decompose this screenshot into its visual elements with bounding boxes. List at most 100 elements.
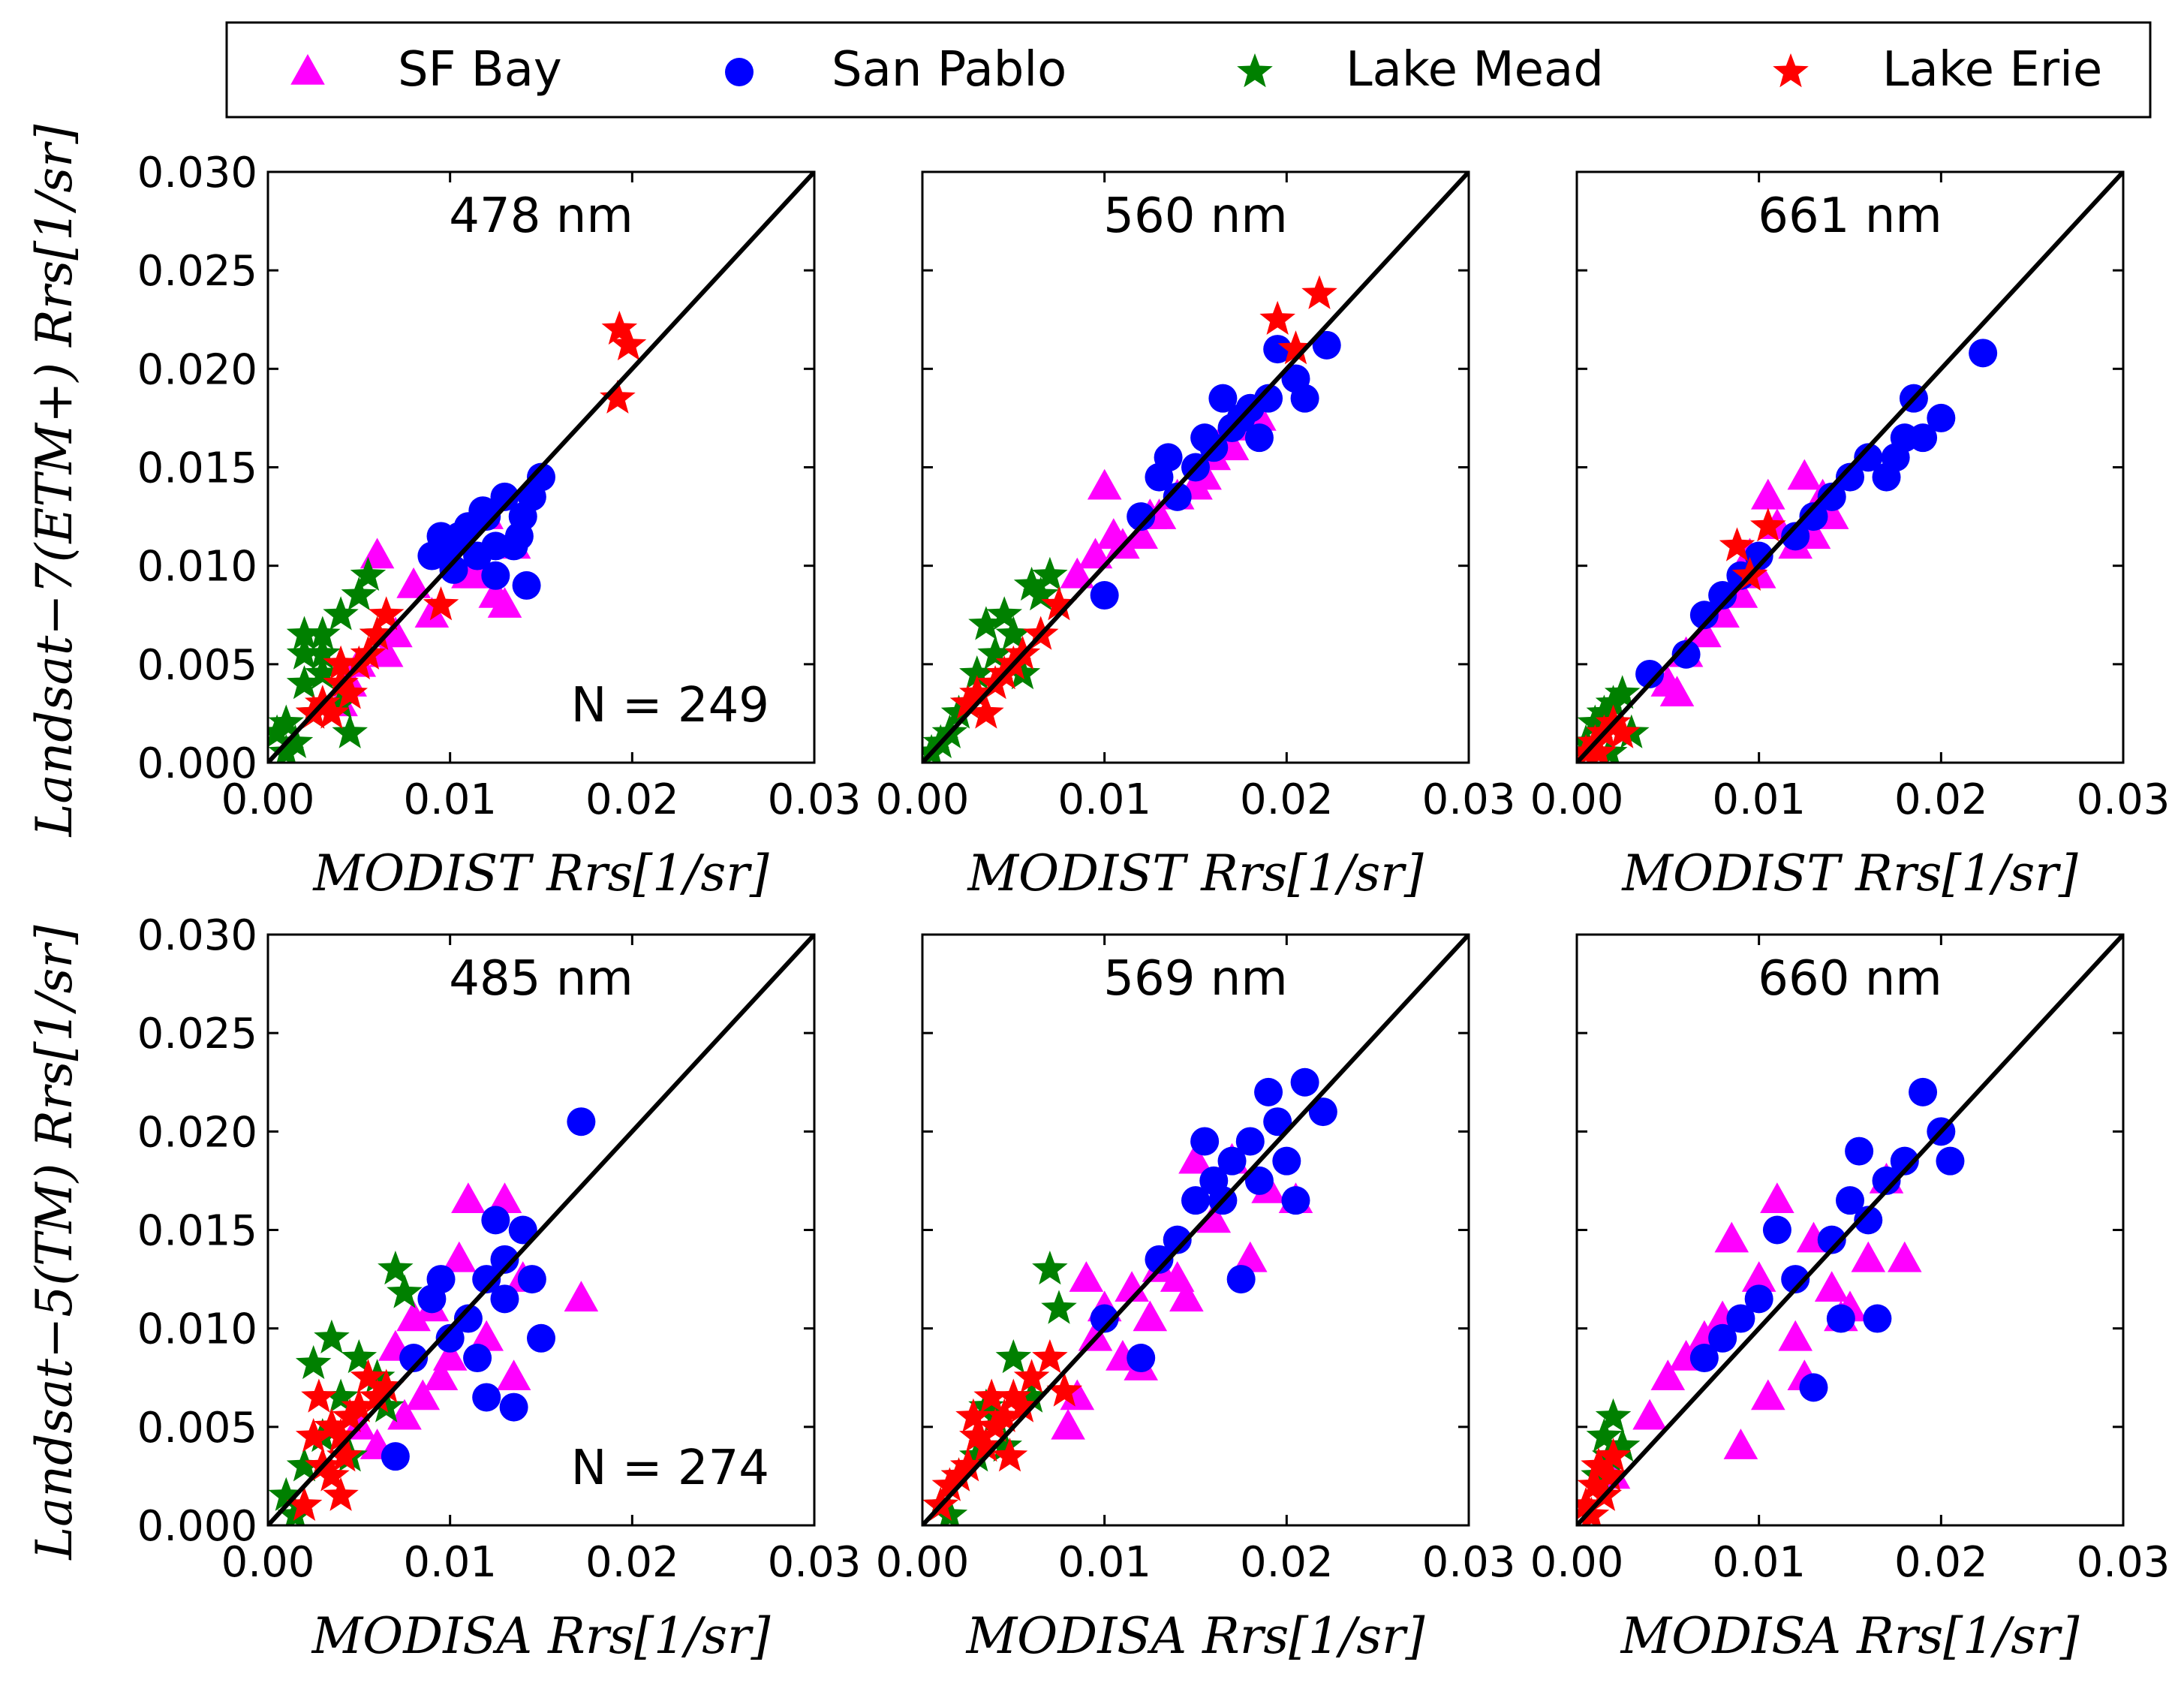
data-point <box>1235 1127 1265 1156</box>
y-tick-label: 0.000 <box>137 739 257 788</box>
one-to-one-line <box>922 935 1469 1525</box>
data-point <box>396 1300 431 1332</box>
legend-marker-sf-bay <box>290 54 325 85</box>
data-point <box>1190 423 1220 453</box>
series-sf-bay <box>341 1182 599 1459</box>
data-point <box>295 1344 332 1380</box>
data-point <box>359 1378 396 1413</box>
data-point <box>512 571 541 600</box>
data-point <box>481 561 510 590</box>
y-tick-label: 0.005 <box>137 641 257 690</box>
data-point <box>1762 1215 1791 1245</box>
series-lake-erie <box>922 1339 1083 1521</box>
data-point <box>1004 1388 1041 1423</box>
data-point <box>323 645 359 680</box>
data-point <box>1581 1447 1617 1482</box>
series-lake-mead <box>922 556 1068 763</box>
data-point <box>1013 566 1050 601</box>
data-point <box>1872 1166 1901 1195</box>
data-point <box>1778 1320 1812 1351</box>
data-point <box>490 482 519 511</box>
data-point <box>1969 339 1998 368</box>
panel-title: 660 nm <box>1758 951 1942 1007</box>
data-point <box>564 1281 599 1312</box>
data-point <box>341 577 378 611</box>
data-point <box>286 635 323 670</box>
data-point <box>1254 384 1283 413</box>
data-point <box>1272 1146 1301 1176</box>
x-tick-label: 0.03 <box>768 775 862 824</box>
panel-661-nm: 0.00 0.01 0.02 0.03 661 nm MODIST Rrs[1/sr] <box>1530 170 2170 902</box>
data-point <box>995 1378 1032 1413</box>
data-point <box>1909 423 1938 453</box>
one-to-one-line <box>922 172 1469 763</box>
data-point <box>1078 537 1113 569</box>
data-point <box>931 1467 968 1501</box>
x-tick-label: 0.03 <box>2077 775 2170 824</box>
data-point <box>610 326 647 361</box>
data-point <box>1004 655 1041 690</box>
data-point <box>1041 586 1077 621</box>
data-point <box>995 1339 1032 1374</box>
data-point <box>1708 1323 1737 1353</box>
data-point <box>1671 640 1701 669</box>
data-point <box>472 1383 501 1412</box>
data-point <box>369 596 405 631</box>
data-point <box>567 1107 596 1137</box>
series-san-pablo <box>1635 339 1998 688</box>
x-axis-label: MODISA Rrs[1/sr] <box>966 1607 1425 1665</box>
x-tick-label: 0.03 <box>2077 1538 2170 1587</box>
legend-label-sf-bay: SF Bay <box>398 42 562 98</box>
data-point <box>314 1407 350 1443</box>
series-san-pablo <box>1090 330 1341 610</box>
panel-569-nm: 0.00 0.01 0.02 0.03 569 nm MODISA Rrs[1/sr] <box>876 933 1515 1665</box>
y-tick-label: 0.000 <box>137 1502 257 1551</box>
data-point <box>1301 275 1337 309</box>
series-san-pablo <box>381 1107 596 1471</box>
x-tick-label: 0.02 <box>585 1538 679 1587</box>
data-point <box>1595 1398 1632 1432</box>
x-tick-label: 0.00 <box>221 775 315 824</box>
legend-label-lake-mead: Lake Mead <box>1346 42 1604 98</box>
data-point <box>940 694 977 729</box>
data-point <box>1689 1344 1719 1373</box>
x-tick-label: 0.01 <box>403 1538 497 1587</box>
data-point <box>326 1438 362 1472</box>
x-tick-label: 0.00 <box>876 775 970 824</box>
data-point <box>387 1274 423 1308</box>
x-tick-label: 0.01 <box>1057 1538 1151 1587</box>
data-point <box>1032 1251 1068 1285</box>
data-point <box>1046 1372 1083 1407</box>
data-point <box>1041 1290 1077 1324</box>
data-point <box>435 1323 465 1353</box>
data-point <box>1154 443 1183 472</box>
data-point <box>481 531 510 561</box>
data-point <box>453 1304 483 1333</box>
sample-count: N = 274 <box>571 1441 769 1496</box>
data-point <box>314 1319 350 1353</box>
data-point <box>1181 1186 1210 1215</box>
y-tick-label: 0.010 <box>137 1305 257 1354</box>
data-point <box>949 1447 986 1482</box>
data-point <box>369 1368 405 1403</box>
data-point <box>1595 685 1632 719</box>
x-tick-label: 0.00 <box>221 1538 315 1587</box>
data-point <box>1927 403 1956 432</box>
x-axis-label: MODIST Rrs[1/sr] <box>312 844 769 902</box>
data-point <box>508 1215 537 1245</box>
data-point <box>1591 1457 1628 1492</box>
data-point <box>1244 423 1274 453</box>
plot-area <box>268 935 814 1525</box>
data-point <box>986 596 1022 631</box>
data-point <box>1087 468 1122 500</box>
data-point <box>1799 1373 1828 1402</box>
data-point <box>481 1206 510 1235</box>
x-axis-label: MODIST Rrs[1/sr] <box>1621 844 2077 902</box>
data-point <box>968 694 1004 729</box>
data-point <box>1277 330 1314 365</box>
legend-frame <box>225 21 2152 119</box>
one-to-one-line <box>1577 172 2123 763</box>
data-point <box>1090 1304 1119 1333</box>
data-point <box>442 1241 477 1272</box>
